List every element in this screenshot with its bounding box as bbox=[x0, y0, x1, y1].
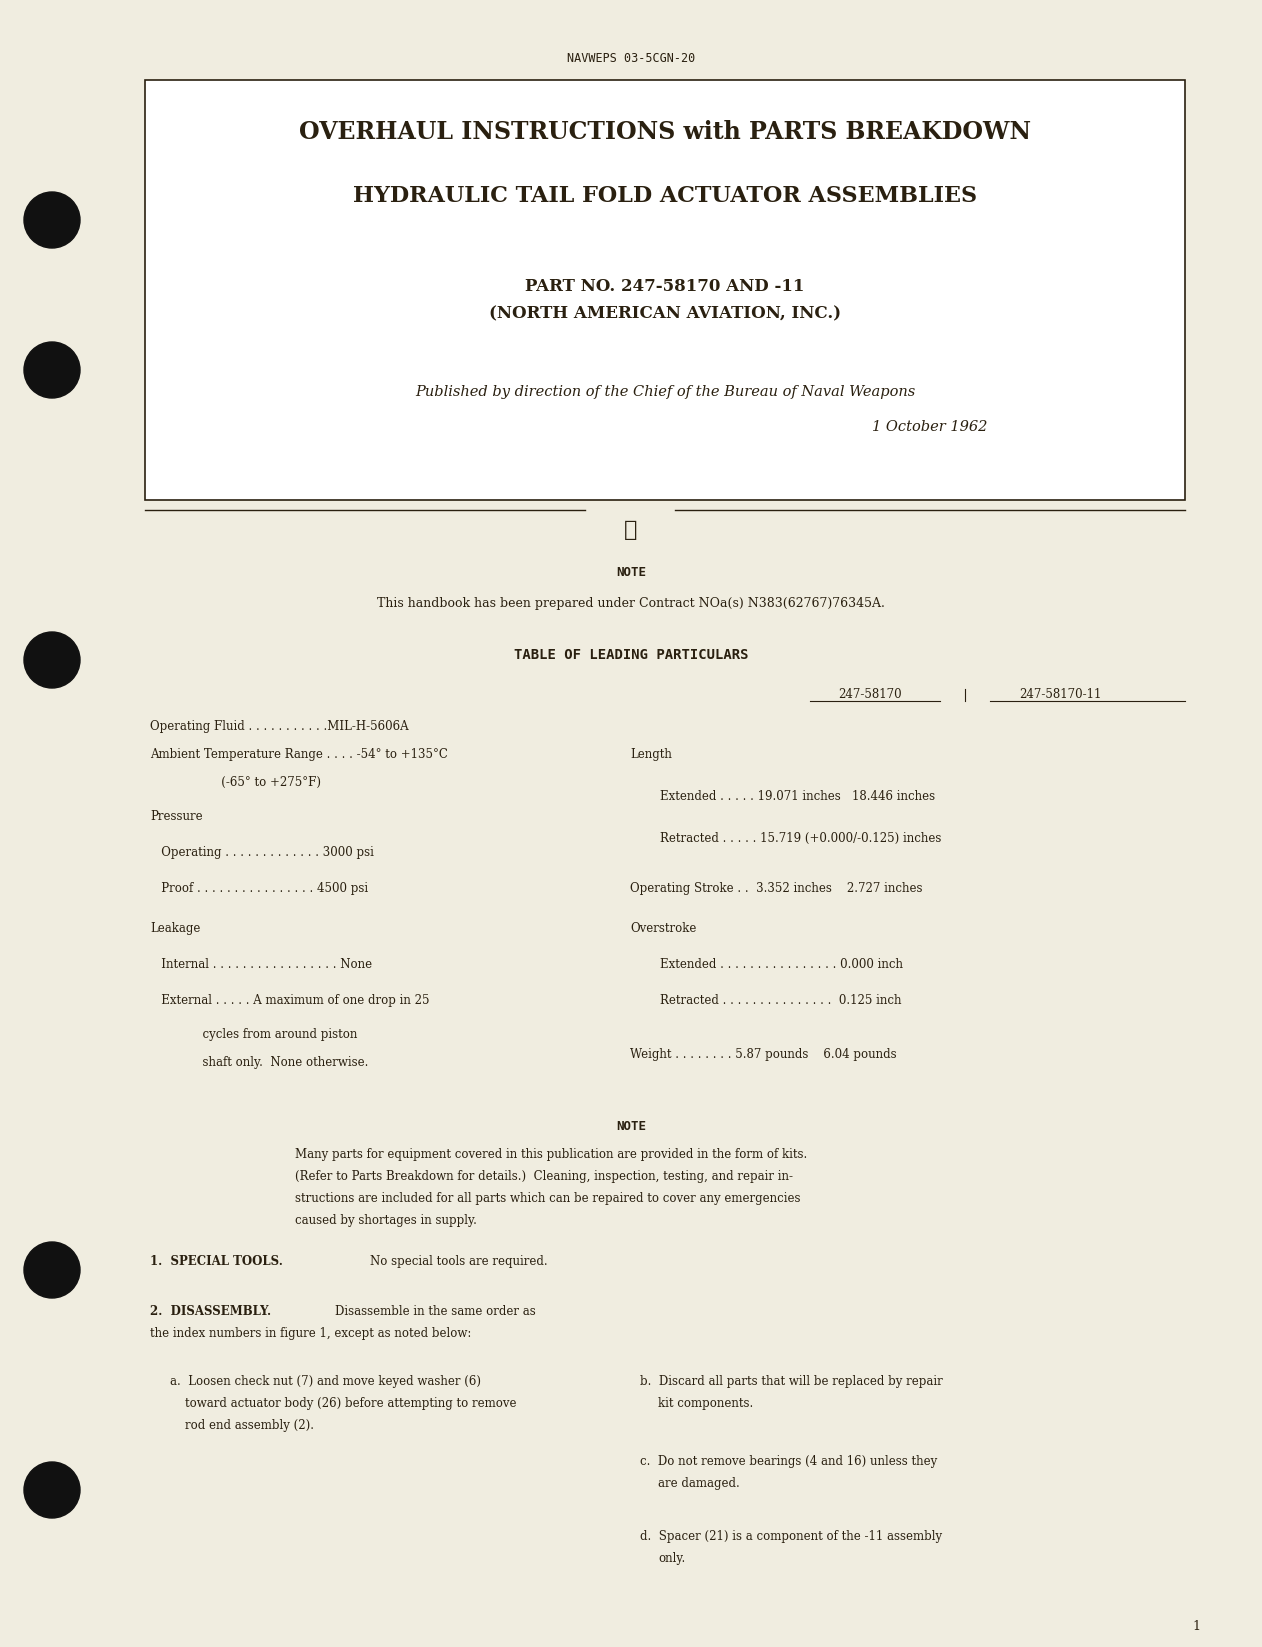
Text: Length: Length bbox=[630, 748, 671, 761]
Text: a.  Loosen check nut (7) and move keyed washer (6): a. Loosen check nut (7) and move keyed w… bbox=[170, 1375, 481, 1388]
Text: Extended . . . . . . . . . . . . . . . . 0.000 inch: Extended . . . . . . . . . . . . . . . .… bbox=[660, 959, 904, 972]
Text: 2.  DISASSEMBLY.: 2. DISASSEMBLY. bbox=[150, 1304, 271, 1318]
Text: Retracted . . . . . 15.719 (+0.000/-0.125) inches: Retracted . . . . . 15.719 (+0.000/-0.12… bbox=[660, 832, 941, 845]
Text: (NORTH AMERICAN AVIATION, INC.): (NORTH AMERICAN AVIATION, INC.) bbox=[488, 305, 840, 323]
Text: Overstroke: Overstroke bbox=[630, 922, 697, 934]
Text: Proof . . . . . . . . . . . . . . . . 4500 psi: Proof . . . . . . . . . . . . . . . . 45… bbox=[150, 883, 369, 896]
Text: PART NO. 247-58170 AND -11: PART NO. 247-58170 AND -11 bbox=[525, 278, 805, 295]
Text: b.  Discard all parts that will be replaced by repair: b. Discard all parts that will be replac… bbox=[640, 1375, 943, 1388]
Text: Operating Stroke . .  3.352 inches    2.727 inches: Operating Stroke . . 3.352 inches 2.727 … bbox=[630, 883, 923, 896]
Circle shape bbox=[24, 193, 80, 249]
Text: Disassemble in the same order as: Disassemble in the same order as bbox=[334, 1304, 536, 1318]
Circle shape bbox=[24, 343, 80, 399]
Text: 1: 1 bbox=[1193, 1621, 1200, 1632]
Text: (Refer to Parts Breakdown for details.)  Cleaning, inspection, testing, and repa: (Refer to Parts Breakdown for details.) … bbox=[295, 1169, 793, 1183]
Text: structions are included for all parts which can be repaired to cover any emergen: structions are included for all parts wh… bbox=[295, 1192, 800, 1206]
Text: 247-58170: 247-58170 bbox=[838, 688, 902, 702]
Text: (-65° to +275°F): (-65° to +275°F) bbox=[150, 776, 321, 789]
Text: HYDRAULIC TAIL FOLD ACTUATOR ASSEMBLIES: HYDRAULIC TAIL FOLD ACTUATOR ASSEMBLIES bbox=[353, 184, 977, 208]
Text: Operating . . . . . . . . . . . . . 3000 psi: Operating . . . . . . . . . . . . . 3000… bbox=[150, 847, 374, 860]
Text: Published by direction of the Chief of the Bureau of Naval Weapons: Published by direction of the Chief of t… bbox=[415, 385, 915, 399]
Text: kit components.: kit components. bbox=[658, 1397, 753, 1410]
Bar bbox=[145, 81, 1185, 501]
Text: NOTE: NOTE bbox=[616, 1120, 646, 1133]
Text: No special tools are required.: No special tools are required. bbox=[370, 1255, 548, 1268]
Text: OVERHAUL INSTRUCTIONS with PARTS BREAKDOWN: OVERHAUL INSTRUCTIONS with PARTS BREAKDO… bbox=[299, 120, 1031, 143]
Text: 247-58170-11: 247-58170-11 bbox=[1018, 688, 1102, 702]
Text: toward actuator body (26) before attempting to remove: toward actuator body (26) before attempt… bbox=[186, 1397, 516, 1410]
Text: cycles from around piston: cycles from around piston bbox=[150, 1028, 357, 1041]
Text: d.  Spacer (21) is a component of the -11 assembly: d. Spacer (21) is a component of the -11… bbox=[640, 1530, 943, 1543]
Text: External . . . . . A maximum of one drop in 25: External . . . . . A maximum of one drop… bbox=[150, 995, 429, 1008]
Text: the index numbers in figure 1, except as noted below:: the index numbers in figure 1, except as… bbox=[150, 1327, 472, 1341]
Text: ★: ★ bbox=[625, 519, 637, 540]
Text: c.  Do not remove bearings (4 and 16) unless they: c. Do not remove bearings (4 and 16) unl… bbox=[640, 1454, 938, 1467]
Text: only.: only. bbox=[658, 1551, 685, 1565]
Text: This handbook has been prepared under Contract NOa(s) N383(62767)76345A.: This handbook has been prepared under Co… bbox=[377, 596, 885, 609]
Text: TABLE OF LEADING PARTICULARS: TABLE OF LEADING PARTICULARS bbox=[514, 647, 748, 662]
Text: Operating Fluid . . . . . . . . . . .MIL-H-5606A: Operating Fluid . . . . . . . . . . .MIL… bbox=[150, 720, 409, 733]
Text: caused by shortages in supply.: caused by shortages in supply. bbox=[295, 1214, 477, 1227]
Text: 1 October 1962: 1 October 1962 bbox=[872, 420, 988, 435]
Text: NAVWEPS 03-5CGN-20: NAVWEPS 03-5CGN-20 bbox=[567, 53, 695, 64]
Circle shape bbox=[24, 1242, 80, 1298]
Text: Extended . . . . . 19.071 inches   18.446 inches: Extended . . . . . 19.071 inches 18.446 … bbox=[660, 791, 935, 804]
Text: 1.  SPECIAL TOOLS.: 1. SPECIAL TOOLS. bbox=[150, 1255, 283, 1268]
Circle shape bbox=[24, 1463, 80, 1519]
Text: rod end assembly (2).: rod end assembly (2). bbox=[186, 1420, 314, 1431]
Text: Leakage: Leakage bbox=[150, 922, 201, 934]
Text: shaft only.  None otherwise.: shaft only. None otherwise. bbox=[150, 1056, 369, 1069]
Text: are damaged.: are damaged. bbox=[658, 1477, 740, 1491]
Text: Many parts for equipment covered in this publication are provided in the form of: Many parts for equipment covered in this… bbox=[295, 1148, 808, 1161]
Text: NOTE: NOTE bbox=[616, 567, 646, 580]
Text: Weight . . . . . . . . 5.87 pounds    6.04 pounds: Weight . . . . . . . . 5.87 pounds 6.04 … bbox=[630, 1047, 896, 1061]
Circle shape bbox=[24, 632, 80, 688]
Text: Ambient Temperature Range . . . . -54° to +135°C: Ambient Temperature Range . . . . -54° t… bbox=[150, 748, 448, 761]
Text: Pressure: Pressure bbox=[150, 810, 203, 822]
Text: Retracted . . . . . . . . . . . . . . .  0.125 inch: Retracted . . . . . . . . . . . . . . . … bbox=[660, 995, 901, 1008]
Text: Internal . . . . . . . . . . . . . . . . . None: Internal . . . . . . . . . . . . . . . .… bbox=[150, 959, 372, 972]
